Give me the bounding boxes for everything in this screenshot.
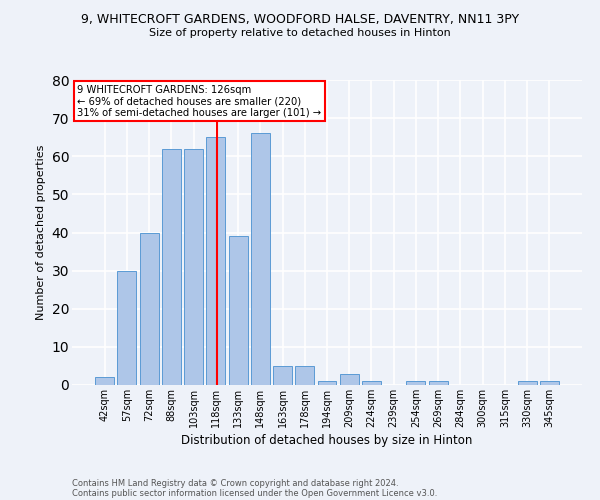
Bar — [317, 381, 337, 385]
Bar — [429, 381, 448, 385]
Bar — [229, 236, 248, 385]
Bar — [206, 137, 225, 385]
Y-axis label: Number of detached properties: Number of detached properties — [36, 145, 46, 320]
Bar — [251, 134, 270, 385]
Bar — [540, 381, 559, 385]
Text: Contains public sector information licensed under the Open Government Licence v3: Contains public sector information licen… — [72, 488, 437, 498]
Bar — [95, 378, 114, 385]
Text: 9, WHITECROFT GARDENS, WOODFORD HALSE, DAVENTRY, NN11 3PY: 9, WHITECROFT GARDENS, WOODFORD HALSE, D… — [81, 12, 519, 26]
Bar — [518, 381, 536, 385]
Bar — [406, 381, 425, 385]
Bar — [362, 381, 381, 385]
Bar — [340, 374, 359, 385]
Bar — [184, 148, 203, 385]
Bar — [273, 366, 292, 385]
Bar — [162, 148, 181, 385]
X-axis label: Distribution of detached houses by size in Hinton: Distribution of detached houses by size … — [181, 434, 473, 447]
Text: Size of property relative to detached houses in Hinton: Size of property relative to detached ho… — [149, 28, 451, 38]
Text: 9 WHITECROFT GARDENS: 126sqm
← 69% of detached houses are smaller (220)
31% of s: 9 WHITECROFT GARDENS: 126sqm ← 69% of de… — [77, 84, 321, 118]
Bar — [118, 270, 136, 385]
Text: Contains HM Land Registry data © Crown copyright and database right 2024.: Contains HM Land Registry data © Crown c… — [72, 478, 398, 488]
Bar — [140, 232, 158, 385]
Bar — [295, 366, 314, 385]
